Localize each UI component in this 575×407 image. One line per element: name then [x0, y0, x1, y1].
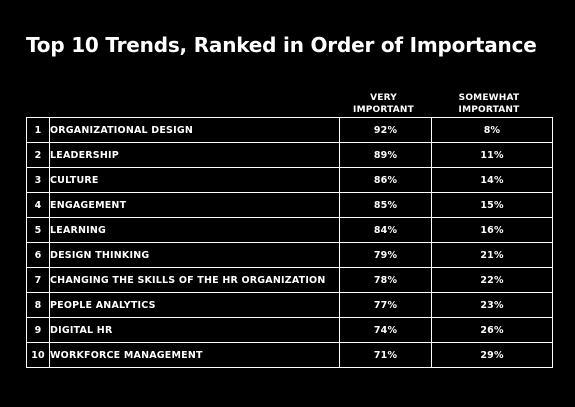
table-row: 4 ENGAGEMENT 85% 15%: [26, 192, 553, 218]
table-row: 5 LEARNING 84% 16%: [26, 217, 553, 243]
column-header-somewhat-line1: SOMEWHAT: [458, 93, 520, 103]
very-important-cell: 86%: [339, 167, 432, 193]
table-row: 7 CHANGING THE SKILLS OF THE HR ORGANIZAT…: [26, 267, 553, 293]
trend-cell: PEOPLE ANALYTICS: [49, 292, 340, 318]
column-header-somewhat-line2: IMPORTANT: [458, 105, 520, 115]
somewhat-important-cell: 21%: [431, 242, 553, 268]
very-important-cell: 85%: [339, 192, 432, 218]
somewhat-important-cell: 29%: [431, 342, 553, 368]
rank-cell: 8: [26, 292, 50, 318]
very-important-cell: 78%: [339, 267, 432, 293]
trends-table-body: 1 ORGANIZATIONAL DESIGN 92% 8% 2 LEADERSHIP 89…: [26, 117, 553, 368]
very-important-cell: 71%: [339, 342, 432, 368]
somewhat-important-cell: 22%: [431, 267, 553, 293]
very-important-cell: 79%: [339, 242, 432, 268]
trend-cell: CULTURE: [49, 167, 340, 193]
column-header-somewhat-important: SOMEWHAT IMPORTANT: [429, 92, 549, 116]
somewhat-important-cell: 15%: [431, 192, 553, 218]
column-header-very-line1: VERY: [370, 93, 397, 103]
trend-cell: LEADERSHIP: [49, 142, 340, 168]
very-important-cell: 84%: [339, 217, 432, 243]
rank-cell: 5: [26, 217, 50, 243]
very-important-cell: 92%: [339, 117, 432, 143]
table-row: 10 WORKFORCE MANAGEMENT 71% 29%: [26, 342, 553, 368]
somewhat-important-cell: 11%: [431, 142, 553, 168]
very-important-cell: 89%: [339, 142, 432, 168]
rank-cell: 9: [26, 317, 50, 343]
table-row: 9 DIGITAL HR 74% 26%: [26, 317, 553, 343]
table-row: 8 PEOPLE ANALYTICS 77% 23%: [26, 292, 553, 318]
trend-cell: ORGANIZATIONAL DESIGN: [49, 117, 340, 143]
trend-cell: LEARNING: [49, 217, 340, 243]
somewhat-important-cell: 26%: [431, 317, 553, 343]
column-header-very-important: VERY IMPORTANT: [338, 92, 429, 116]
trend-cell: ENGAGEMENT: [49, 192, 340, 218]
rank-cell: 3: [26, 167, 50, 193]
somewhat-important-cell: 8%: [431, 117, 553, 143]
trend-cell: DESIGN THINKING: [49, 242, 340, 268]
table-row: 3 CULTURE 86% 14%: [26, 167, 553, 193]
rank-cell: 1: [26, 117, 50, 143]
somewhat-important-cell: 14%: [431, 167, 553, 193]
table-row: 1 ORGANIZATIONAL DESIGN 92% 8%: [26, 117, 553, 143]
table-row: 6 DESIGN THINKING 79% 21%: [26, 242, 553, 268]
trend-cell: DIGITAL HR: [49, 317, 340, 343]
rank-cell: 10: [26, 342, 50, 368]
somewhat-important-cell: 23%: [431, 292, 553, 318]
chart-title: Top 10 Trends, Ranked in Order of Import…: [26, 33, 537, 57]
trends-table: 1 ORGANIZATIONAL DESIGN 92% 8% 2 LEADERSHIP 89…: [26, 117, 553, 368]
table-row: 2 LEADERSHIP 89% 11%: [26, 142, 553, 168]
rank-cell: 6: [26, 242, 50, 268]
rank-cell: 2: [26, 142, 50, 168]
rank-cell: 4: [26, 192, 50, 218]
rank-cell: 7: [26, 267, 50, 293]
trend-cell: WORKFORCE MANAGEMENT: [49, 342, 340, 368]
column-header-very-line2: IMPORTANT: [353, 105, 414, 115]
trend-cell: CHANGING THE SKILLS OF THE HR ORGANIZATI…: [49, 267, 340, 293]
very-important-cell: 77%: [339, 292, 432, 318]
very-important-cell: 74%: [339, 317, 432, 343]
somewhat-important-cell: 16%: [431, 217, 553, 243]
